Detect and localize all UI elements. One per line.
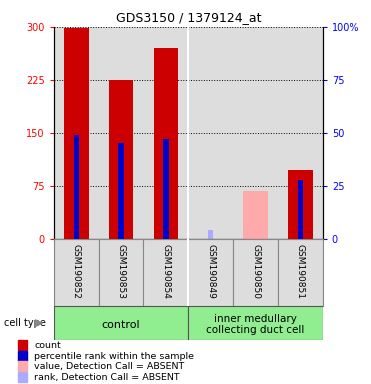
Title: GDS3150 / 1379124_at: GDS3150 / 1379124_at xyxy=(115,11,261,24)
Bar xyxy=(243,191,268,239)
Text: rank, Detection Call = ABSENT: rank, Detection Call = ABSENT xyxy=(35,373,180,382)
Text: count: count xyxy=(35,341,61,350)
Text: percentile rank within the sample: percentile rank within the sample xyxy=(35,352,194,361)
Bar xyxy=(73,135,79,239)
Bar xyxy=(18,351,27,361)
Bar xyxy=(188,306,323,340)
Bar xyxy=(118,144,124,239)
Text: GSM190852: GSM190852 xyxy=(72,244,81,299)
Text: GSM190854: GSM190854 xyxy=(161,244,170,299)
Bar xyxy=(298,180,303,239)
Text: cell type: cell type xyxy=(4,318,46,328)
Bar xyxy=(144,239,188,306)
Text: control: control xyxy=(102,319,140,329)
Bar xyxy=(288,170,313,239)
Bar xyxy=(54,306,188,340)
Text: inner medullary
collecting duct cell: inner medullary collecting duct cell xyxy=(206,314,305,336)
Bar xyxy=(188,239,233,306)
Bar xyxy=(208,230,213,239)
Text: ▶: ▶ xyxy=(35,318,44,328)
Bar xyxy=(278,239,323,306)
Text: GSM190851: GSM190851 xyxy=(296,244,305,299)
Bar xyxy=(64,28,89,239)
Bar xyxy=(18,340,27,350)
Text: GSM190849: GSM190849 xyxy=(206,244,215,299)
Bar xyxy=(18,372,27,382)
Bar xyxy=(18,361,27,371)
Text: GSM190850: GSM190850 xyxy=(251,244,260,299)
Bar xyxy=(109,80,133,239)
Bar xyxy=(233,239,278,306)
Bar xyxy=(154,48,178,239)
Text: value, Detection Call = ABSENT: value, Detection Call = ABSENT xyxy=(35,362,185,371)
Bar xyxy=(54,239,99,306)
Bar xyxy=(163,139,168,239)
Bar xyxy=(99,239,144,306)
Text: GSM190853: GSM190853 xyxy=(116,244,125,299)
